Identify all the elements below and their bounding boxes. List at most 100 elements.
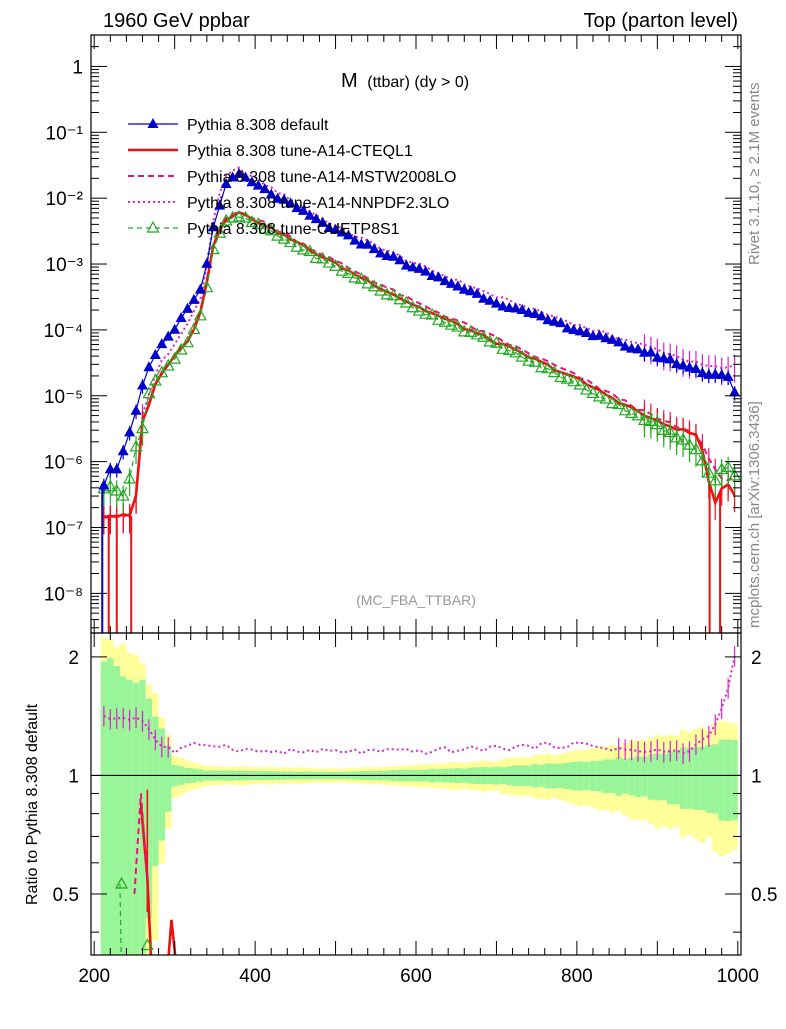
default-marker [227,171,239,182]
default-marker [297,204,309,215]
ratio-band-inner [641,756,648,797]
cuetp-marker [470,327,484,340]
cuetp-marker [464,325,478,337]
default-marker [677,359,689,370]
default-marker [124,426,136,437]
default-marker [375,247,387,258]
cuetp-marker [367,279,381,292]
series-line-nnpdf [103,166,735,518]
default-marker [98,479,110,490]
cuetp-marker [187,322,201,335]
cuetp-marker [689,442,703,455]
cuetp-marker [303,244,317,257]
cuetp-marker [329,258,343,271]
ratio-band-inner [647,754,655,800]
cuetp-marker [309,251,323,263]
plot-title: M (ttbar) (dy > 0) [341,70,469,92]
cuetp-marker [650,417,664,430]
default-marker [349,234,361,245]
cuetp-marker [200,280,214,293]
main-y-tick-label: 10⁻⁸ [44,584,83,605]
ratio-band-inner [621,758,629,794]
default-marker [194,283,206,294]
default-marker [387,250,399,261]
ratio-band-inner [731,739,738,821]
main-y-tick-label: 10⁻² [46,189,84,210]
ratio-band-inner [126,679,133,955]
default-marker [465,285,477,296]
cuetp-marker [348,270,362,283]
cuetp-marker [425,307,439,320]
cuetp-marker [412,303,426,316]
default-marker [149,348,161,359]
cuetp-marker [586,386,600,399]
ratio-y-tick-label: 2 [68,648,79,669]
default-marker [304,209,316,220]
main-y-tick-label: 10⁻⁵ [44,387,83,408]
cuetp-marker [695,453,709,466]
cuetp-marker [264,223,278,236]
ratio-band-inner [602,759,610,794]
default-marker [259,183,271,194]
ratio-line-cteq-2 [167,919,177,955]
default-marker [111,463,123,474]
default-marker [400,259,412,270]
default-marker [220,177,232,188]
cuetp-marker [161,358,175,371]
ratio-band-inner [132,682,140,955]
ratio-y-tick-label-right: 1 [751,766,762,787]
cuetp-marker [567,374,581,387]
default-marker [239,171,251,182]
default-marker [207,221,219,232]
default-marker [143,361,155,372]
legend-label-cteq: Pythia 8.308 tune-A14-CTEQL1 [187,143,413,160]
ratio-band-inner [119,676,127,955]
ratio-uncertainty-bands [91,637,741,955]
default-marker [445,277,457,288]
plot-title-sub: (ttbar) (dy > 0) [367,74,469,91]
cuetp-marker [213,225,227,238]
cuetp-marker [432,313,446,325]
default-marker [535,310,547,321]
default-marker [568,323,580,334]
default-marker [182,302,194,313]
main-y-tick-label: 10⁻¹ [46,123,84,144]
cuetp-marker [522,353,536,366]
ratio-band-inner [673,750,680,805]
ratio-series-layer [103,645,736,955]
default-marker [619,340,631,351]
default-marker [484,294,496,305]
ratio-line-cuetp [119,884,122,955]
x-tick-label: 1000 [717,966,759,987]
cuetp-marker [206,242,220,255]
default-marker [336,226,348,237]
cuetp-marker [502,343,516,356]
ratio-band-inner [576,761,584,791]
ratio-marker-cuetp [115,876,129,889]
cuetp-marker [399,295,413,308]
default-marker [439,275,451,286]
cuetp-marker [515,349,529,362]
default-marker [497,300,509,311]
default-marker [548,315,560,326]
rivet-version-label: Rivet 3.1.10, ≥ 2.1M events [746,83,763,266]
series-line-cuetp [103,216,736,498]
default-marker [561,322,573,333]
default-marker [420,265,432,276]
ratio-band-inner [628,757,635,796]
ratio-band-inner [145,698,153,919]
default-marker [716,369,728,380]
cuetp-marker [322,255,336,268]
ratio-band-inner [724,739,732,822]
default-marker [684,361,696,372]
default-marker [606,333,618,344]
ratio-band-inner [596,760,603,792]
default-marker [516,304,528,315]
default-marker [658,352,670,363]
cuetp-marker [155,365,169,378]
default-marker [233,167,245,178]
default-marker [252,179,264,190]
default-marker [169,323,181,334]
ratio-band-inner [100,661,108,955]
cuetp-marker [708,473,722,486]
